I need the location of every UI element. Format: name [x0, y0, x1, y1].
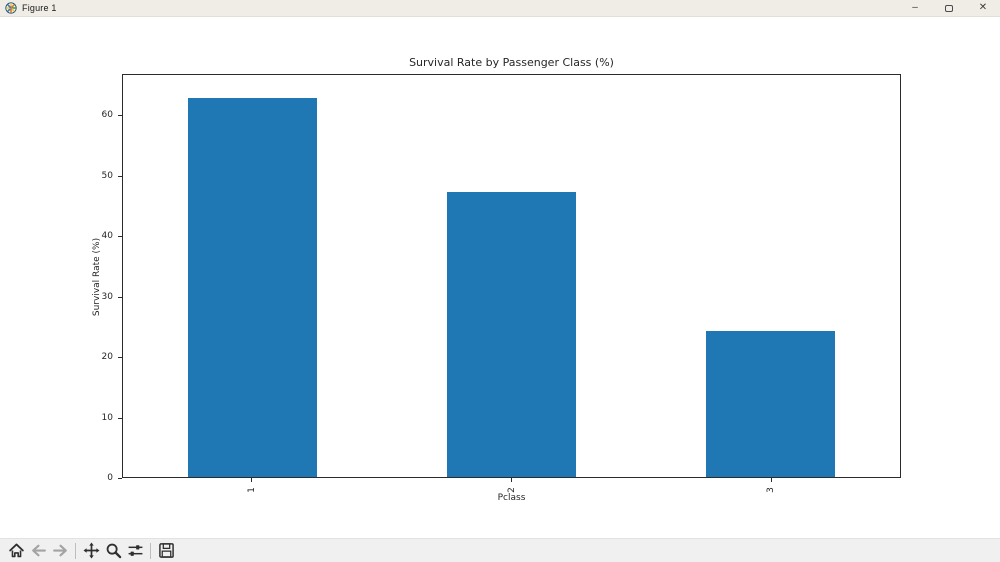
chart-title: Survival Rate by Passenger Class (%)	[409, 56, 614, 69]
sliders-icon	[127, 542, 144, 559]
x-tick-mark	[511, 478, 512, 482]
zoom-button[interactable]	[103, 541, 123, 561]
back-arrow-icon	[30, 542, 47, 559]
save-button[interactable]	[156, 541, 176, 561]
x-tick-label: 3	[766, 487, 777, 493]
toolbar-separator	[75, 542, 76, 559]
home-button[interactable]	[6, 541, 26, 561]
bar-pclass-2	[446, 192, 577, 477]
home-icon	[8, 542, 25, 559]
close-icon: ✕	[978, 2, 988, 13]
y-tick-label: 60	[101, 110, 113, 121]
y-tick-label: 20	[101, 352, 113, 363]
y-tick-mark	[118, 115, 122, 117]
y-tick-mark	[118, 417, 122, 419]
back-button[interactable]	[28, 541, 48, 561]
zoom-magnifier-icon	[105, 542, 122, 559]
y-tick-mark	[118, 357, 122, 359]
y-tick-label: 10	[101, 412, 113, 423]
bar-pclass-1	[187, 98, 318, 477]
window-titlebar[interactable]: Figure 1 – ✕	[0, 0, 1000, 17]
forward-arrow-icon	[52, 542, 69, 559]
y-tick-mark	[118, 236, 122, 238]
figure-canvas[interactable]: Survival Rate by Passenger Class (%) Sur…	[0, 17, 1000, 538]
y-tick-mark	[118, 296, 122, 298]
x-tick-label: 1	[246, 487, 257, 493]
x-tick-mark	[770, 478, 772, 482]
window-title: Figure 1	[22, 3, 57, 13]
restore-button[interactable]	[932, 0, 966, 16]
forward-button[interactable]	[50, 541, 70, 561]
x-axis-label: Pclass	[497, 493, 526, 503]
y-tick-mark	[118, 175, 122, 177]
pan-button[interactable]	[81, 541, 101, 561]
y-tick-label: 0	[107, 473, 113, 483]
toolbar-separator	[150, 542, 151, 559]
y-axis-label: Survival Rate (%)	[92, 237, 102, 317]
x-tick-label: 2	[506, 487, 517, 493]
y-tick-label: 50	[101, 170, 113, 181]
y-tick-label: 40	[101, 231, 113, 242]
window-controls: – ✕	[898, 0, 1000, 16]
pan-arrows-icon	[83, 542, 100, 559]
minimize-button[interactable]: –	[898, 0, 932, 16]
minimize-icon: –	[912, 2, 918, 13]
close-button[interactable]: ✕	[966, 0, 1000, 16]
restore-icon	[945, 4, 953, 12]
bar-pclass-3	[705, 331, 836, 477]
plot-area[interactable]	[122, 74, 901, 478]
navigation-toolbar	[0, 538, 1000, 562]
subplots-button[interactable]	[125, 541, 145, 561]
y-tick-label: 30	[101, 291, 113, 302]
x-tick-mark	[251, 478, 253, 482]
y-tick-mark	[118, 478, 122, 479]
matplotlib-logo-icon	[5, 2, 17, 14]
save-floppy-icon	[158, 542, 175, 559]
